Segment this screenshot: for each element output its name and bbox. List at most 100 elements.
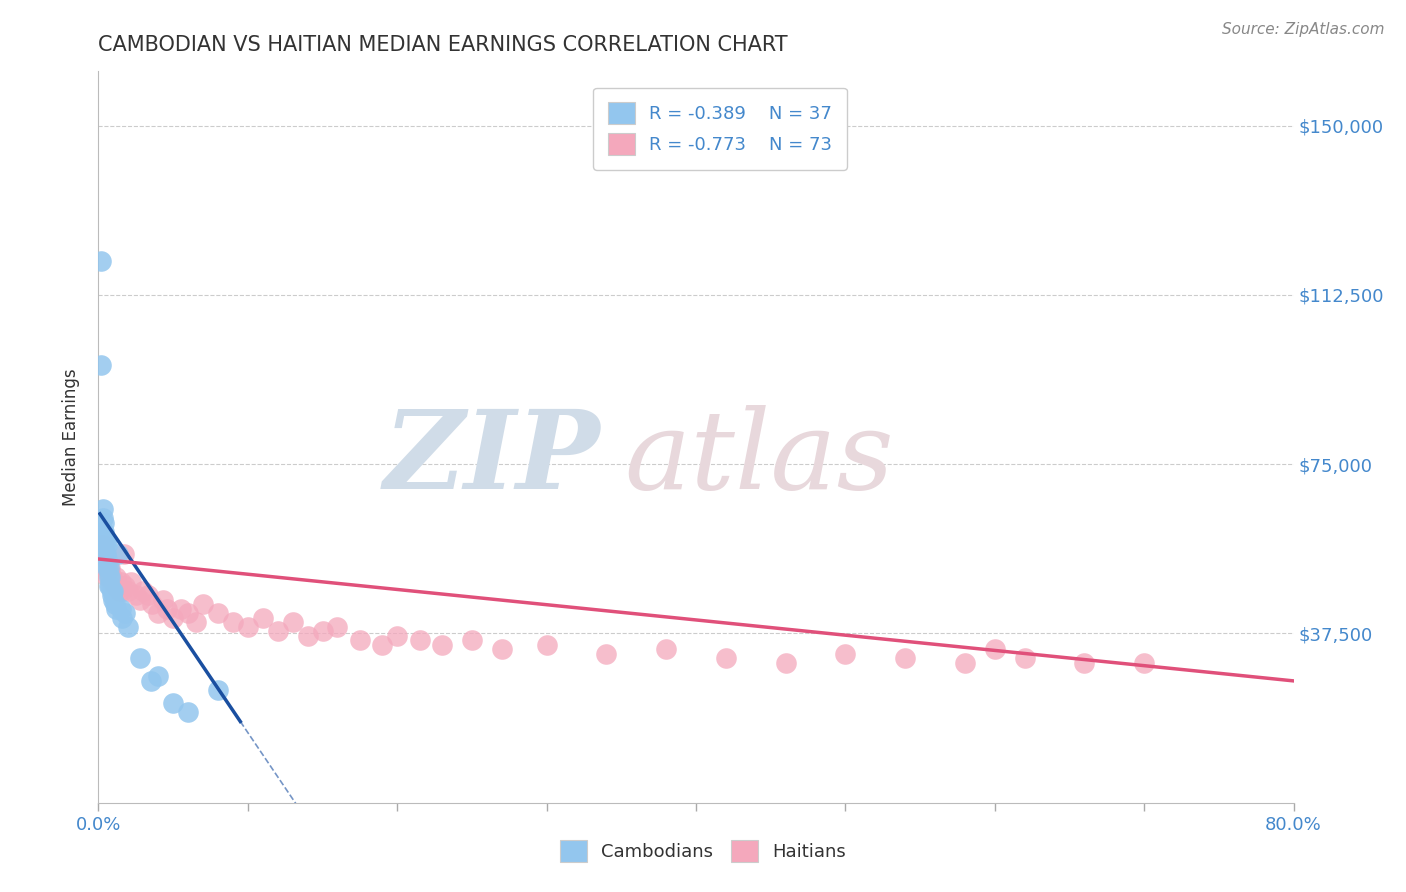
Point: [252, 610, 274, 624]
Point: [111, 583, 134, 598]
Point: [132, 583, 155, 598]
Point: [93, 524, 115, 539]
Point: [97, 570, 120, 584]
Point: [98, 561, 122, 575]
Text: Source: ZipAtlas.com: Source: ZipAtlas.com: [1222, 22, 1385, 37]
Point: [136, 588, 159, 602]
Point: [595, 647, 617, 661]
Point: [103, 574, 125, 589]
Point: [125, 588, 148, 602]
Point: [148, 669, 170, 683]
Point: [104, 597, 127, 611]
Point: [97, 566, 120, 580]
Point: [97, 561, 120, 575]
Point: [129, 592, 152, 607]
Point: [311, 624, 333, 639]
Point: [91, 548, 114, 562]
Point: [96, 570, 118, 584]
Point: [96, 561, 118, 575]
Point: [98, 570, 122, 584]
Point: [297, 629, 319, 643]
Point: [90, 538, 112, 552]
Point: [236, 620, 259, 634]
Point: [714, 651, 737, 665]
Point: [91, 524, 114, 539]
Point: [349, 633, 371, 648]
Point: [120, 574, 142, 589]
Point: [148, 606, 170, 620]
Point: [91, 502, 114, 516]
Point: [93, 516, 115, 530]
Point: [110, 574, 132, 589]
Point: [93, 543, 115, 558]
Legend: R = -0.389    N = 37, R = -0.773    N = 73: R = -0.389 N = 37, R = -0.773 N = 73: [593, 87, 846, 169]
Point: [491, 642, 513, 657]
Point: [430, 638, 453, 652]
Point: [103, 583, 125, 598]
Point: [111, 610, 134, 624]
Point: [101, 583, 124, 598]
Point: [90, 358, 112, 372]
Point: [101, 570, 124, 584]
Point: [461, 633, 484, 648]
Point: [96, 552, 118, 566]
Point: [110, 601, 132, 615]
Y-axis label: Median Earnings: Median Earnings: [62, 368, 80, 506]
Point: [1014, 651, 1036, 665]
Point: [103, 592, 125, 607]
Point: [141, 597, 163, 611]
Point: [94, 548, 117, 562]
Point: [207, 682, 229, 697]
Point: [107, 579, 129, 593]
Point: [222, 615, 245, 630]
Point: [105, 601, 128, 615]
Point: [1073, 656, 1095, 670]
Point: [93, 557, 115, 571]
Point: [953, 656, 976, 670]
Point: [156, 601, 179, 615]
Point: [177, 706, 200, 720]
Point: [114, 606, 136, 620]
Point: [105, 570, 128, 584]
Point: [104, 579, 127, 593]
Point: [281, 615, 304, 630]
Point: [98, 579, 122, 593]
Point: [536, 638, 558, 652]
Point: [94, 557, 117, 571]
Point: [97, 579, 120, 593]
Point: [94, 561, 117, 575]
Point: [385, 629, 409, 643]
Point: [117, 620, 139, 634]
Point: [101, 588, 124, 602]
Point: [169, 601, 191, 615]
Text: ZIP: ZIP: [384, 405, 600, 513]
Point: [894, 651, 917, 665]
Point: [984, 642, 1007, 657]
Point: [775, 656, 797, 670]
Point: [184, 615, 207, 630]
Point: [96, 557, 118, 571]
Point: [90, 254, 112, 268]
Point: [139, 673, 162, 688]
Point: [191, 597, 214, 611]
Point: [162, 697, 184, 711]
Point: [834, 647, 856, 661]
Point: [94, 533, 117, 548]
Text: atlas: atlas: [624, 405, 894, 513]
Point: [162, 610, 184, 624]
Point: [371, 638, 394, 652]
Point: [108, 583, 131, 598]
Point: [177, 606, 200, 620]
Text: CAMBODIAN VS HAITIAN MEDIAN EARNINGS CORRELATION CHART: CAMBODIAN VS HAITIAN MEDIAN EARNINGS COR…: [98, 35, 787, 54]
Point: [129, 651, 152, 665]
Point: [655, 642, 678, 657]
Point: [114, 579, 136, 593]
Point: [94, 548, 117, 562]
Point: [152, 592, 174, 607]
Point: [326, 620, 349, 634]
Point: [207, 606, 229, 620]
Point: [1133, 656, 1156, 670]
Point: [93, 538, 115, 552]
Point: [112, 548, 135, 562]
Point: [117, 583, 139, 598]
